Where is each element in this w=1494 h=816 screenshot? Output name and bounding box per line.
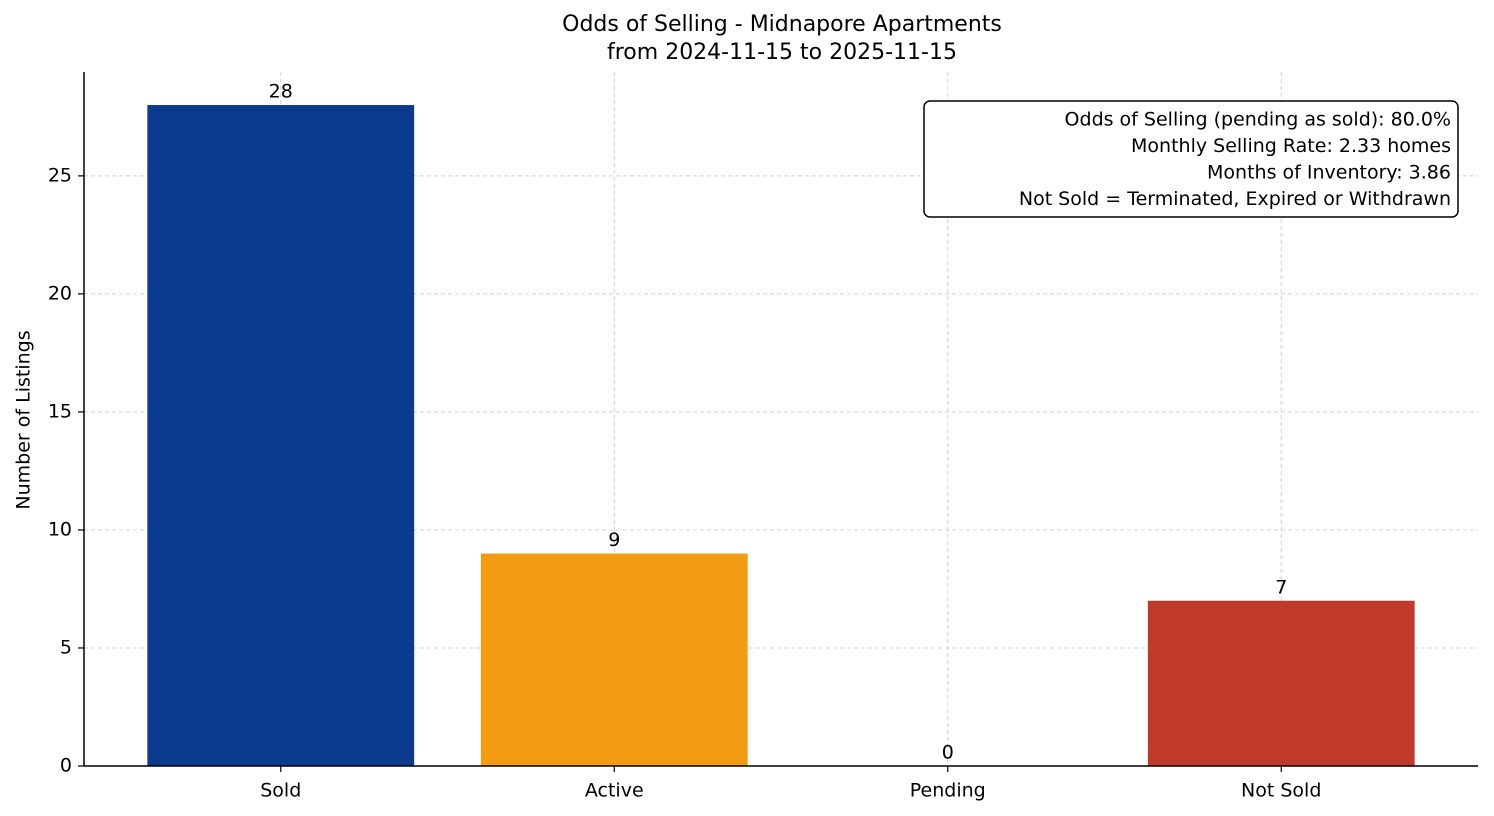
annotation-line: Monthly Selling Rate: 2.33 homes (1131, 135, 1451, 157)
y-tick-label: 0 (60, 755, 72, 777)
chart-subtitle: from 2024-11-15 to 2025-11-15 (607, 40, 957, 65)
data-label: 0 (942, 742, 954, 764)
x-tick-label: Not Sold (1241, 780, 1321, 802)
y-tick-label: 5 (60, 636, 72, 658)
data-label: 9 (608, 529, 620, 551)
annotation-line: Not Sold = Terminated, Expired or Withdr… (1019, 188, 1451, 210)
y-tick-label: 25 (48, 164, 72, 186)
annotation-line: Months of Inventory: 3.86 (1207, 162, 1451, 184)
bar (147, 105, 415, 767)
y-tick-label: 10 (48, 518, 72, 540)
bar (1147, 600, 1415, 766)
y-tick-label: 20 (48, 282, 72, 304)
annotation-box (923, 100, 1459, 218)
data-label: 28 (269, 81, 293, 103)
chart-title: Odds of Selling - Midnapore Apartments (562, 12, 1002, 37)
x-tick-label: Sold (260, 780, 301, 802)
annotation-line: Odds of Selling (pending as sold): 80.0% (1065, 109, 1451, 131)
bar (480, 553, 748, 766)
x-tick-label: Pending (910, 780, 986, 802)
data-label: 7 (1275, 576, 1287, 598)
y-tick-label: 15 (48, 400, 72, 422)
y-axis-label: Number of Listings (13, 330, 35, 509)
x-tick-label: Active (585, 780, 644, 802)
